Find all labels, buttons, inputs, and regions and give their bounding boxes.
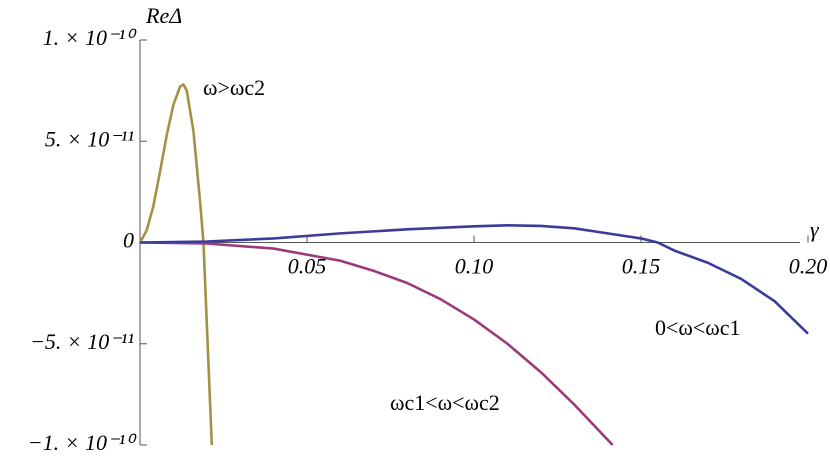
y-tick-label: −1. × 10⁻¹⁰ — [28, 430, 137, 455]
series-line — [138, 83, 214, 446]
series-label: 0<ω<ωc1 — [655, 315, 741, 340]
y-tick-label: 1. × 10⁻¹⁰ — [43, 25, 138, 50]
series-line — [139, 241, 614, 446]
y-tick-label: 0 — [123, 228, 134, 253]
y-tick-label: −5. × 10⁻¹¹ — [30, 329, 134, 354]
x-axis-label: γ — [810, 217, 820, 242]
x-tick-label: 0.15 — [622, 254, 661, 279]
y-tick-label: 5. × 10⁻¹¹ — [45, 126, 134, 151]
series-label: ω>ωc2 — [203, 75, 265, 100]
y-axis-label: ReΔ — [145, 3, 182, 28]
series-line — [139, 223, 809, 335]
x-tick-label: 0.20 — [789, 254, 828, 279]
x-tick-label: 0.10 — [455, 254, 494, 279]
series-label: ωc1<ω<ωc2 — [390, 390, 500, 415]
